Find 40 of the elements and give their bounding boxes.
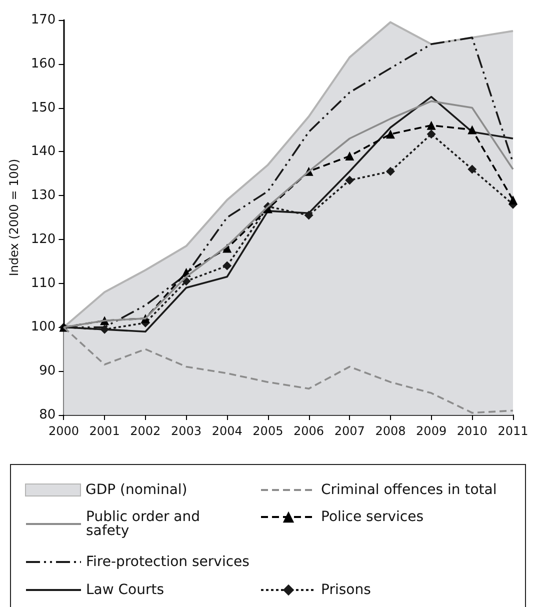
x-tick-label: 2002 [130,424,161,438]
y-axis-title: Index (2000 = 100) [7,158,21,276]
point [345,176,354,185]
y-tick-label: 80 [39,408,56,422]
point [508,195,518,204]
y-tick-label: 150 [30,100,56,116]
y-tick-label: 100 [30,320,56,335]
y-tick-label: 140 [30,144,56,160]
y-tick-label: 160 [30,56,56,72]
point [222,261,232,270]
x-tick-label: 2011 [498,424,528,438]
x-tick-label: 2006 [294,424,324,438]
y-tick-label: 170 [30,12,56,28]
legend-label: Police services [321,509,424,525]
point [468,125,477,134]
legend-label: GDP (nominal) [86,482,188,498]
y-tick-label: 90 [39,364,56,379]
point [386,166,395,176]
x-tick-label: 2010 [456,424,488,438]
legend-label: Prisons [321,582,371,598]
point [345,152,354,161]
x-tick-label: 2005 [252,424,284,438]
x-tick-label: 2003 [170,424,202,438]
legend-label: Law Courts [86,582,164,598]
y-tick-label: 130 [30,188,56,204]
y-tick-label: 110 [30,276,56,291]
point [426,130,436,139]
point [426,120,436,130]
legend-label: Criminal offences in total [321,482,497,498]
x-tick-label: 2007 [334,424,365,438]
legend-label: Fire-protection services [86,554,250,570]
x-tick-label: 2004 [212,424,242,438]
point [386,130,395,139]
y-tick-label: 120 [30,232,56,247]
legend-label: Public order and safety [86,509,204,539]
x-tick-label: 2008 [375,424,406,438]
x-tick-label: 2009 [416,424,447,438]
x-tick-label: 2000 [48,424,79,438]
point [468,164,477,174]
x-tick-label: 2001 [89,424,120,438]
